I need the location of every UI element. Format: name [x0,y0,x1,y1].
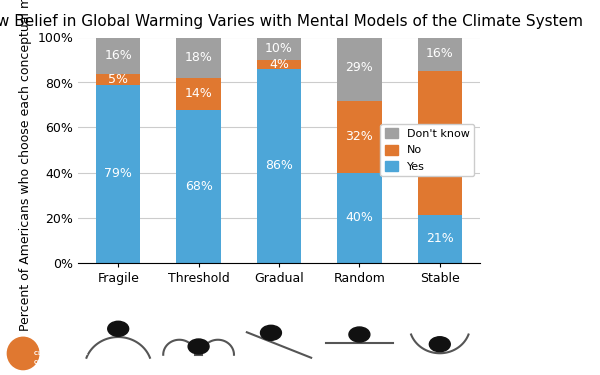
Y-axis label: Percent of Americans who choose each conceptual model: Percent of Americans who choose each con… [19,0,32,331]
Bar [176,78,221,110]
Bar [96,85,140,262]
Bar [418,215,462,262]
Text: 29%: 29% [346,62,373,74]
Bar [176,110,221,262]
Text: 5%: 5% [108,73,128,86]
Text: 4%: 4% [269,58,289,71]
Text: 10%: 10% [265,42,293,55]
Bar [96,74,140,85]
Text: 21%: 21% [426,232,454,245]
Bar [257,60,301,69]
Text: 79%: 79% [104,167,132,180]
Bar [337,172,382,262]
Bar [418,35,462,71]
Text: 16%: 16% [104,49,132,62]
Text: COMMUNICATION: COMMUNICATION [34,360,88,364]
Text: 14%: 14% [185,87,212,100]
Bar [96,38,140,74]
Ellipse shape [430,337,450,352]
Title: How Belief in Global Warming Varies with Mental Models of the Climate System: How Belief in Global Warming Varies with… [0,14,583,29]
Ellipse shape [349,327,370,342]
Bar [257,69,301,262]
Text: 68%: 68% [185,180,212,192]
Ellipse shape [7,337,39,370]
Bar [257,38,301,60]
Text: 16%: 16% [426,47,454,60]
Text: 40%: 40% [346,211,373,224]
Bar [418,71,462,215]
Ellipse shape [188,339,209,354]
Bar [337,35,382,100]
Ellipse shape [108,321,128,336]
Legend: Don't know, No, Yes: Don't know, No, Yes [380,124,475,176]
Ellipse shape [260,325,281,340]
Bar [176,38,221,78]
Text: YALE PROJECT ON: YALE PROJECT ON [39,342,83,346]
Text: 86%: 86% [265,159,293,172]
Text: 32%: 32% [346,130,373,143]
Text: 64%: 64% [426,137,454,150]
Text: CLIMATE CHANGE: CLIMATE CHANGE [34,351,88,356]
Bar [337,100,382,172]
Text: 18%: 18% [185,51,212,64]
